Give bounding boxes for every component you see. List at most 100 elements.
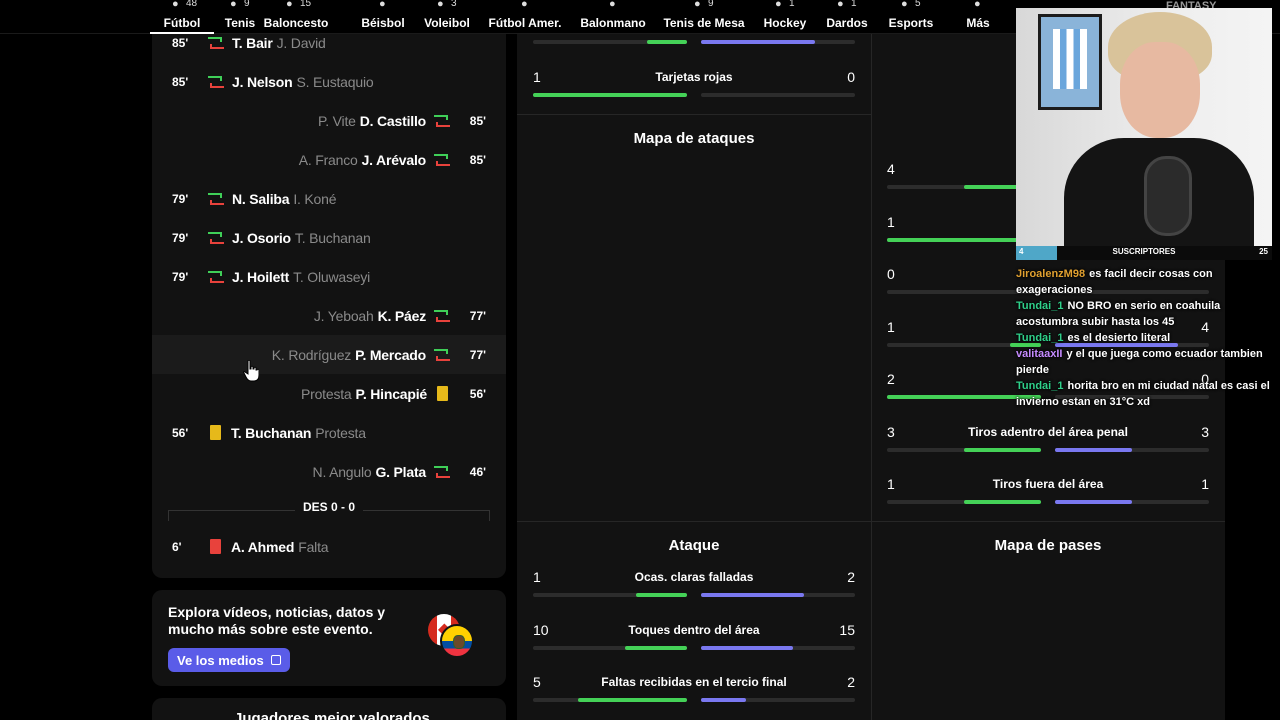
top-players-card[interactable]: Jugadores mejor valorados — [152, 698, 506, 720]
sport-tab-2[interactable]: ● 15 Baloncesto — [256, 0, 336, 34]
chat-text: horita bro en mi ciudad natal es casi el… — [1016, 380, 1270, 408]
incident-row[interactable]: 79' J. Hoilett T. Oluwaseyi — [152, 257, 506, 296]
substitution-icon — [434, 152, 450, 168]
incident-row[interactable]: 85' J. Nelson S. Eustaquio — [152, 62, 506, 101]
player-in: T. Bair — [232, 34, 273, 51]
incident-row[interactable]: N. Angulo G. Plata 46' — [152, 452, 506, 491]
sport-tab-8[interactable]: ● 1 Hockey — [745, 0, 825, 34]
sport-count: 5 — [915, 0, 921, 9]
substitution-icon — [208, 191, 224, 207]
incident-minute: 79' — [172, 230, 189, 245]
incident-row[interactable]: 79' J. Osorio T. Buchanan — [152, 218, 506, 257]
player-in: J. Arévalo — [361, 151, 427, 168]
stat-away-bar — [701, 698, 855, 702]
sport-tab-10[interactable]: ● 5 Esports — [871, 0, 951, 34]
media-button[interactable]: Ve los medios — [168, 648, 290, 672]
sport-tab-11[interactable]: ● Más — [938, 0, 1018, 34]
stat-away-value: 1 — [1201, 476, 1209, 492]
stat-label: Faltas recibidas en el tercio final — [601, 675, 787, 689]
stat-row: 5 2 Faltas recibidas en el tercio final — [533, 674, 855, 714]
volleyball-icon: ● — [437, 0, 444, 10]
sport-tab-9[interactable]: ● 1 Dardos — [807, 0, 887, 34]
chat-username: Tundai_1 — [1016, 332, 1064, 344]
microphone-icon — [1144, 156, 1192, 236]
chat-username: JiroalenzM98 — [1016, 268, 1086, 280]
stat-home-value: 2 — [887, 371, 895, 387]
baseball-bat-icon: ● — [379, 0, 386, 10]
sport-label: Balonmano — [580, 16, 646, 30]
chat-message: valitaaxII y el que juega como ecuador ta… — [1016, 346, 1276, 378]
player-in: P. Mercado — [355, 346, 426, 363]
substitution-icon — [208, 74, 224, 90]
stat-away-bar — [1055, 342, 1209, 347]
chat-message: JiroalenzM98 es facil decir cosas con exa… — [1016, 266, 1276, 298]
sport-label: Voleibol — [424, 16, 470, 30]
media-button-label: Ve los medios — [177, 652, 264, 668]
sport-tab-3[interactable]: ● Béisbol — [343, 0, 423, 34]
stat-away-value: 2 — [847, 674, 855, 690]
incident-row[interactable]: 56' T. Buchanan Protesta — [152, 413, 506, 452]
sport-tab-6[interactable]: ● Balonmano — [573, 0, 653, 34]
sport-label: Béisbol — [361, 16, 405, 30]
stat-away-value: 4 — [1201, 318, 1209, 335]
stat-away-bar — [1055, 500, 1209, 504]
stat-home-value: 1 — [887, 318, 895, 335]
sport-tab-7[interactable]: ● 9 Tenis de Mesa — [663, 0, 745, 34]
incident-row[interactable]: A. Franco J. Arévalo 85' — [152, 140, 506, 179]
stat-away-value: 2 — [847, 569, 855, 585]
stat-home-bar — [887, 342, 1041, 347]
player-in: N. Saliba — [232, 190, 290, 207]
section-divider — [517, 521, 1225, 522]
top-players-title: Jugadores mejor valorados — [234, 710, 430, 720]
player-in: T. Buchanan — [231, 424, 312, 441]
sport-tab-0[interactable]: ● 48 Fútbol — [142, 0, 222, 34]
incident-minute: 46' — [469, 464, 486, 479]
sport-tab-5[interactable]: ● Fútbol Amer. — [485, 0, 565, 34]
chat-username: Tundai_1 — [1016, 380, 1064, 392]
sport-label: Esports — [888, 16, 934, 30]
incident-red-card[interactable]: 6' A. Ahmed Falta — [152, 527, 506, 566]
chat-message: Tundai_1 horita bro en mi ciudad natal es… — [1016, 378, 1276, 410]
substitution-icon — [208, 269, 224, 285]
stat-row: 3 3 Tiros adentro del área penal — [887, 424, 1209, 464]
stat-away-value: 3 — [1201, 423, 1209, 440]
sport-count: 1 — [789, 0, 795, 9]
stat-away-bar — [1055, 447, 1209, 452]
stat-home-bar — [887, 447, 1041, 452]
stat-away-bar — [701, 645, 855, 650]
substitution-icon — [434, 113, 450, 129]
chat-username: valitaaxII — [1016, 348, 1063, 360]
sport-label: Fútbol — [163, 16, 201, 30]
stat-home-bar — [533, 593, 687, 597]
incident-row[interactable]: K. Rodríguez P. Mercado 77' — [152, 335, 506, 374]
player-name: A. Ahmed — [231, 538, 295, 555]
sport-count: 3 — [451, 0, 457, 9]
incident-minute: 56' — [172, 425, 189, 440]
sport-label: Tenis — [224, 16, 256, 30]
sport-label: Tenis de Mesa — [663, 16, 745, 30]
incident-row[interactable]: Protesta P. Hincapié 56' — [152, 374, 506, 413]
sport-count: 1 — [851, 0, 857, 9]
player-out: P. Vite — [317, 112, 356, 129]
incident-row[interactable]: P. Vite D. Castillo 85' — [152, 101, 506, 140]
player-out: J. Yeboah — [313, 307, 374, 324]
stat-home-value: 0 — [887, 266, 895, 282]
chat-text: es el desierto literal — [1067, 332, 1171, 344]
sport-count: 9 — [244, 0, 250, 9]
player-out: Protesta — [300, 385, 352, 402]
external-link-icon — [270, 655, 281, 665]
stat-home-value: 1 — [533, 69, 541, 85]
sport-label: Hockey — [763, 16, 807, 30]
pass-map-title: Mapa de pases — [994, 537, 1102, 554]
sport-count: 48 — [186, 0, 198, 9]
sport-tab-1[interactable]: ● 9 Tenis — [200, 0, 280, 34]
incident-row[interactable]: J. Yeboah K. Páez 77' — [152, 296, 506, 335]
sport-tab-4[interactable]: ● 3 Voleibol — [407, 0, 487, 34]
attack-title: Ataque — [668, 537, 720, 554]
incident-row[interactable]: 79' N. Saliba I. Koné — [152, 179, 506, 218]
incident-row[interactable]: 85' T. Bair J. David — [152, 23, 506, 62]
substitution-icon — [434, 464, 450, 480]
red-card-icon — [210, 539, 221, 554]
stat-home-value: 5 — [533, 674, 541, 690]
